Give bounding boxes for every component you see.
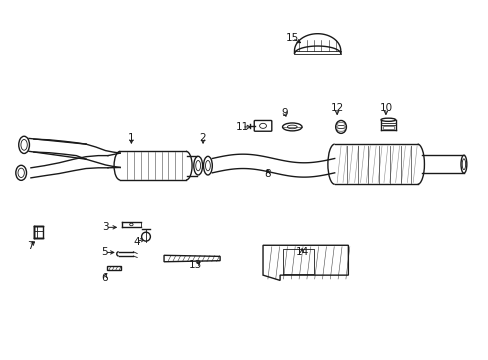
Ellipse shape bbox=[460, 155, 466, 173]
Ellipse shape bbox=[203, 156, 212, 175]
Ellipse shape bbox=[142, 232, 150, 241]
Text: 2: 2 bbox=[199, 133, 206, 143]
Ellipse shape bbox=[287, 125, 297, 129]
Text: 3: 3 bbox=[102, 222, 109, 232]
Ellipse shape bbox=[461, 159, 465, 170]
Text: 10: 10 bbox=[379, 103, 392, 113]
Polygon shape bbox=[294, 34, 340, 54]
Ellipse shape bbox=[205, 161, 210, 171]
Text: 1: 1 bbox=[128, 133, 134, 143]
Text: 14: 14 bbox=[295, 247, 308, 257]
Ellipse shape bbox=[21, 139, 27, 150]
Text: 13: 13 bbox=[189, 260, 202, 270]
Ellipse shape bbox=[19, 136, 29, 153]
Circle shape bbox=[129, 223, 133, 226]
FancyBboxPatch shape bbox=[254, 121, 271, 131]
Ellipse shape bbox=[195, 161, 200, 171]
Ellipse shape bbox=[18, 168, 24, 177]
Ellipse shape bbox=[282, 123, 302, 131]
Text: 12: 12 bbox=[330, 103, 343, 113]
Circle shape bbox=[259, 123, 266, 129]
Ellipse shape bbox=[193, 156, 202, 175]
Text: 6: 6 bbox=[101, 273, 108, 283]
Text: 9: 9 bbox=[281, 108, 287, 118]
Text: 4: 4 bbox=[133, 237, 139, 247]
Text: 8: 8 bbox=[264, 168, 271, 179]
Bar bbox=[34, 226, 42, 238]
Ellipse shape bbox=[380, 118, 395, 121]
Ellipse shape bbox=[335, 121, 346, 134]
Polygon shape bbox=[263, 245, 347, 280]
Text: 7: 7 bbox=[26, 241, 33, 251]
Bar bbox=[382, 126, 393, 129]
Text: 15: 15 bbox=[285, 33, 298, 43]
Text: 11: 11 bbox=[235, 122, 248, 132]
Polygon shape bbox=[163, 255, 220, 262]
Ellipse shape bbox=[16, 165, 26, 180]
Bar bbox=[107, 266, 121, 270]
Text: 5: 5 bbox=[101, 247, 108, 257]
